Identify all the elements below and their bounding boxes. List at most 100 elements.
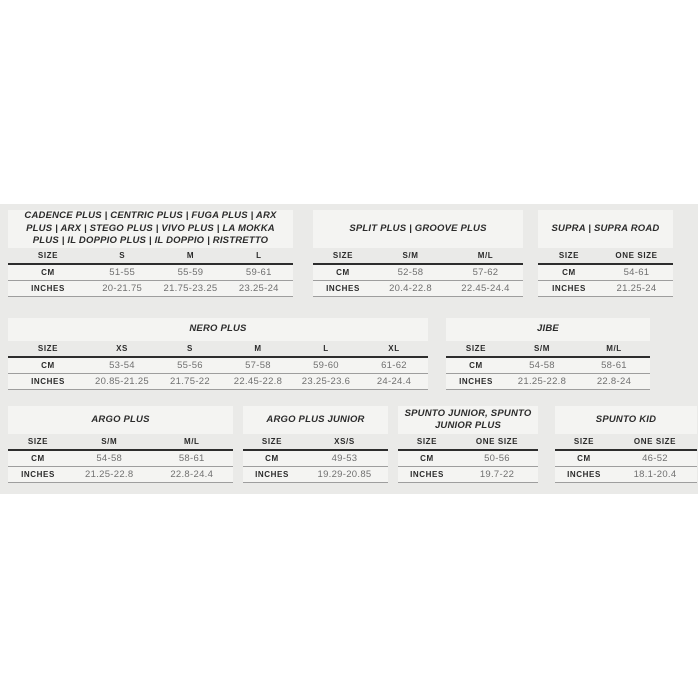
cm-values: 52-58 57-62 — [373, 265, 523, 280]
table-row-3: ARGO PLUS SIZE S/M M/L CM 54-58 58-61 INCH… — [0, 406, 698, 483]
table-title: SPLIT PLUS | GROOVE PLUS — [313, 210, 523, 248]
inches-values: 20.85-21.25 21.75-22 22.45-22.8 23.25-23.6 2… — [88, 374, 428, 389]
row-label-cm: CM — [562, 268, 576, 277]
table-cell: 58-61 — [178, 453, 205, 464]
table-cell: M/L — [183, 437, 200, 446]
table-cell: 21.75-22 — [170, 376, 210, 387]
inches-values: 21.25-22.8 22.8-24 — [506, 374, 650, 389]
size-values: S/M M/L — [68, 434, 233, 449]
size-header-row: SIZE ONE SIZE — [538, 248, 673, 265]
table-title: SPUNTO JUNIOR, SPUNTO JUNIOR PLUS — [398, 406, 538, 434]
table-cell: ONE SIZE — [475, 437, 519, 446]
inches-values: 19.29-20.85 — [301, 467, 388, 482]
row-label-cm: CM — [336, 268, 350, 277]
table-cell: 54-61 — [623, 267, 650, 278]
row-label-inches: INCHES — [552, 284, 586, 293]
size-values: XS S M L XL — [88, 341, 428, 356]
row-label-inches: INCHES — [21, 470, 55, 479]
row-label-inches: INCHES — [31, 377, 65, 386]
cm-values: 46-52 — [613, 451, 697, 466]
table-cell: 57-58 — [245, 360, 271, 371]
table-cell: 20.85-21.25 — [94, 376, 149, 387]
inches-row: INCHES 21.25-22.8 22.8-24 — [446, 374, 650, 390]
table-cell: ONE SIZE — [633, 437, 677, 446]
row-label-size: SIZE — [416, 437, 438, 446]
table-cell: M — [254, 344, 262, 353]
row-label-inches: INCHES — [567, 470, 601, 479]
row-label-inches: INCHES — [31, 284, 65, 293]
inches-row: INCHES 19.7-22 — [398, 467, 538, 483]
table-cell: 21.25-22.8 — [85, 469, 134, 480]
cm-values: 51-55 55-59 59-61 — [88, 265, 293, 280]
table-row-2: NERO PLUS SIZE XS S M L XL CM 53-54 55-56 57-5… — [0, 318, 698, 390]
table-title: CADENCE PLUS | CENTRIC PLUS | FUGA PLUS … — [8, 210, 293, 248]
inches-row: INCHES 21.25-24 — [538, 281, 673, 297]
size-table-argo-plus: ARGO PLUS SIZE S/M M/L CM 54-58 58-61 INCH… — [8, 406, 233, 483]
table-cell: L — [256, 251, 262, 260]
table-title: NERO PLUS — [8, 318, 428, 341]
table-cell: 59-60 — [313, 360, 339, 371]
row-label-inches: INCHES — [459, 377, 493, 386]
table-cell: 23.25-23.6 — [301, 376, 351, 387]
table-cell: 22.45-24.4 — [461, 283, 510, 294]
size-header-row: SIZE ONE SIZE — [398, 434, 538, 451]
size-table-spunto-junior: SPUNTO JUNIOR, SPUNTO JUNIOR PLUS SIZE O… — [398, 406, 538, 483]
table-row-1: CADENCE PLUS | CENTRIC PLUS | FUGA PLUS … — [0, 210, 698, 297]
size-values: XS/S — [301, 434, 388, 449]
row-label-size: SIZE — [558, 251, 580, 260]
cm-values: 49-53 — [301, 451, 388, 466]
table-cell: M/L — [477, 251, 494, 260]
table-cell: L — [323, 344, 329, 353]
inches-row: INCHES 20.4-22.8 22.45-24.4 — [313, 281, 523, 297]
table-cell: XL — [388, 344, 400, 353]
table-cell: S/M — [101, 437, 118, 446]
size-header-row: SIZE S/M M/L — [313, 248, 523, 265]
table-cell: 22.8-24 — [596, 376, 632, 387]
cm-values: 50-56 — [456, 451, 538, 466]
table-title: ARGO PLUS JUNIOR — [243, 406, 388, 434]
cm-row: CM 51-55 55-59 59-61 — [8, 265, 293, 281]
table-cell: M — [186, 251, 195, 260]
table-cell: 46-52 — [642, 453, 668, 464]
table-cell: 22.45-22.8 — [233, 376, 283, 387]
table-cell: S/M — [533, 344, 551, 353]
table-cell: 59-61 — [245, 267, 272, 278]
table-cell: 55-59 — [177, 267, 204, 278]
size-chart-panel: CADENCE PLUS | CENTRIC PLUS | FUGA PLUS … — [0, 204, 698, 494]
row-label-size: SIZE — [573, 437, 595, 446]
table-cell: 55-56 — [177, 360, 203, 371]
table-cell: 24-24.4 — [376, 376, 412, 387]
size-values: ONE SIZE — [456, 434, 538, 449]
table-cell: ONE SIZE — [615, 251, 658, 260]
row-label-inches: INCHES — [255, 470, 289, 479]
row-label-size: SIZE — [37, 251, 59, 260]
table-cell: 51-55 — [109, 267, 136, 278]
table-cell: 20-21.75 — [102, 283, 143, 294]
table-cell: 61-62 — [381, 360, 407, 371]
table-cell: 18.1-20.4 — [633, 469, 677, 480]
inches-values: 19.7-22 — [456, 467, 538, 482]
size-header-row: SIZE S/M M/L — [446, 341, 650, 358]
cm-row: CM 54-61 — [538, 265, 673, 281]
size-table-jibe: JIBE SIZE S/M M/L CM 54-58 58-61 INCHES 21… — [446, 318, 650, 390]
inches-values: 20.4-22.8 22.45-24.4 — [373, 281, 523, 296]
table-cell: 19.29-20.85 — [317, 469, 372, 480]
table-cell: XS — [116, 344, 128, 353]
cm-row: CM 50-56 — [398, 451, 538, 467]
row-label-size: SIZE — [37, 344, 59, 353]
table-cell: 52-58 — [397, 267, 424, 278]
size-table-nero-plus: NERO PLUS SIZE XS S M L XL CM 53-54 55-56 57-5… — [8, 318, 428, 390]
table-cell: 21.25-22.8 — [517, 376, 567, 387]
size-header-row: SIZE XS S M L XL — [8, 341, 428, 358]
inches-values: 20-21.75 21.75-23.25 23.25-24 — [88, 281, 293, 296]
row-label-size: SIZE — [261, 437, 283, 446]
inches-row: INCHES 20.85-21.25 21.75-22 22.45-22.8 23.2… — [8, 374, 428, 390]
size-header-row: SIZE ONE SIZE — [555, 434, 697, 451]
row-label-cm: CM — [41, 268, 55, 277]
row-label-cm: CM — [31, 454, 45, 463]
row-label-cm: CM — [41, 361, 55, 370]
cm-row: CM 53-54 55-56 57-58 59-60 61-62 — [8, 358, 428, 374]
table-title: ARGO PLUS — [8, 406, 233, 434]
row-label-cm: CM — [420, 454, 434, 463]
